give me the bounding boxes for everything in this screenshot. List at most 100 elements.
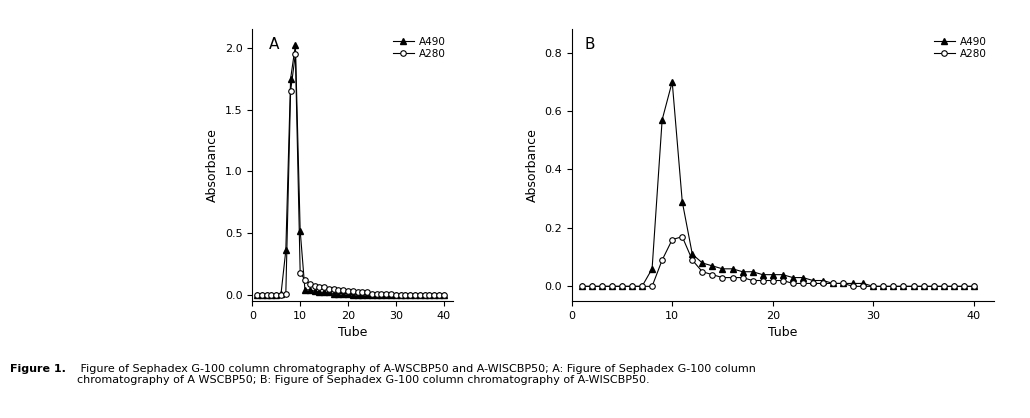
A280: [261, 292, 273, 297]
A490: [438, 292, 450, 297]
A280: [337, 287, 349, 292]
A280: [907, 284, 920, 289]
A490: [433, 292, 445, 297]
A280: [948, 284, 960, 289]
A280: [867, 284, 880, 289]
A490: [380, 292, 392, 297]
A490: [322, 290, 335, 295]
A280: [656, 257, 668, 263]
A280: [766, 278, 779, 283]
A280: [806, 281, 819, 286]
A280: [385, 291, 398, 296]
A490: [787, 275, 799, 280]
A490: [847, 281, 859, 286]
A490: [375, 292, 387, 297]
A280: [342, 288, 354, 293]
A280: [827, 281, 839, 286]
A280: [294, 270, 306, 275]
A280: [371, 291, 383, 296]
A490: [313, 290, 325, 295]
Legend: A490, A280: A490, A280: [932, 34, 989, 61]
A280: [626, 284, 639, 289]
A490: [261, 292, 273, 297]
A280: [279, 291, 293, 296]
A280: [289, 51, 302, 56]
Y-axis label: Absorbance: Absorbance: [206, 128, 219, 202]
A280: [375, 291, 387, 296]
A280: [433, 292, 445, 297]
A280: [251, 292, 264, 297]
A490: [294, 228, 306, 233]
A490: [907, 284, 920, 289]
A490: [400, 292, 412, 297]
A490: [837, 281, 850, 286]
A490: [686, 252, 698, 257]
A280: [413, 292, 426, 297]
A280: [366, 291, 378, 296]
A490: [958, 284, 970, 289]
A280: [328, 286, 340, 291]
A490: [266, 292, 278, 297]
A490: [299, 287, 311, 292]
A280: [777, 278, 789, 283]
A490: [409, 292, 421, 297]
A490: [918, 284, 930, 289]
A490: [351, 292, 364, 297]
A280: [747, 278, 759, 283]
A280: [797, 281, 810, 286]
A280: [595, 284, 608, 289]
A490: [328, 291, 340, 296]
A490: [279, 248, 293, 253]
A490: [308, 288, 320, 293]
A280: [266, 292, 278, 297]
A490: [817, 278, 829, 283]
A280: [255, 292, 268, 297]
A280: [958, 284, 970, 289]
A490: [275, 291, 287, 296]
A280: [646, 284, 658, 289]
A490: [413, 292, 426, 297]
A490: [806, 278, 819, 283]
A280: [318, 285, 331, 290]
A280: [394, 292, 407, 297]
A490: [342, 291, 354, 296]
A280: [616, 284, 628, 289]
A280: [423, 292, 436, 297]
A490: [878, 284, 890, 289]
A280: [887, 284, 899, 289]
A280: [707, 272, 719, 277]
A490: [747, 269, 759, 274]
A490: [656, 117, 668, 122]
A280: [676, 234, 688, 239]
A490: [423, 292, 436, 297]
A280: [284, 89, 297, 94]
A490: [646, 266, 658, 271]
X-axis label: Tube: Tube: [338, 326, 368, 339]
A490: [948, 284, 960, 289]
A490: [284, 76, 297, 81]
A490: [827, 281, 839, 286]
A490: [270, 292, 282, 297]
A280: [356, 290, 369, 295]
A280: [275, 292, 287, 297]
A280: [696, 269, 709, 274]
A280: [333, 287, 345, 292]
A490: [716, 266, 728, 271]
A280: [726, 275, 739, 280]
A280: [400, 292, 412, 297]
A280: [897, 284, 909, 289]
Text: Figure of Sephadex G-100 column chromatography of A-WSCBP50 and A-WISCBP50; A: F: Figure of Sephadex G-100 column chromato…: [77, 364, 756, 385]
A490: [726, 266, 739, 271]
A490: [333, 291, 345, 296]
A280: [666, 237, 679, 242]
A280: [686, 257, 698, 263]
A280: [351, 290, 364, 295]
A490: [676, 199, 688, 204]
A490: [707, 263, 719, 268]
Line: A490: A490: [254, 43, 446, 298]
A280: [322, 286, 335, 291]
A490: [576, 284, 588, 289]
A490: [318, 290, 331, 295]
A280: [606, 284, 618, 289]
A280: [409, 292, 421, 297]
